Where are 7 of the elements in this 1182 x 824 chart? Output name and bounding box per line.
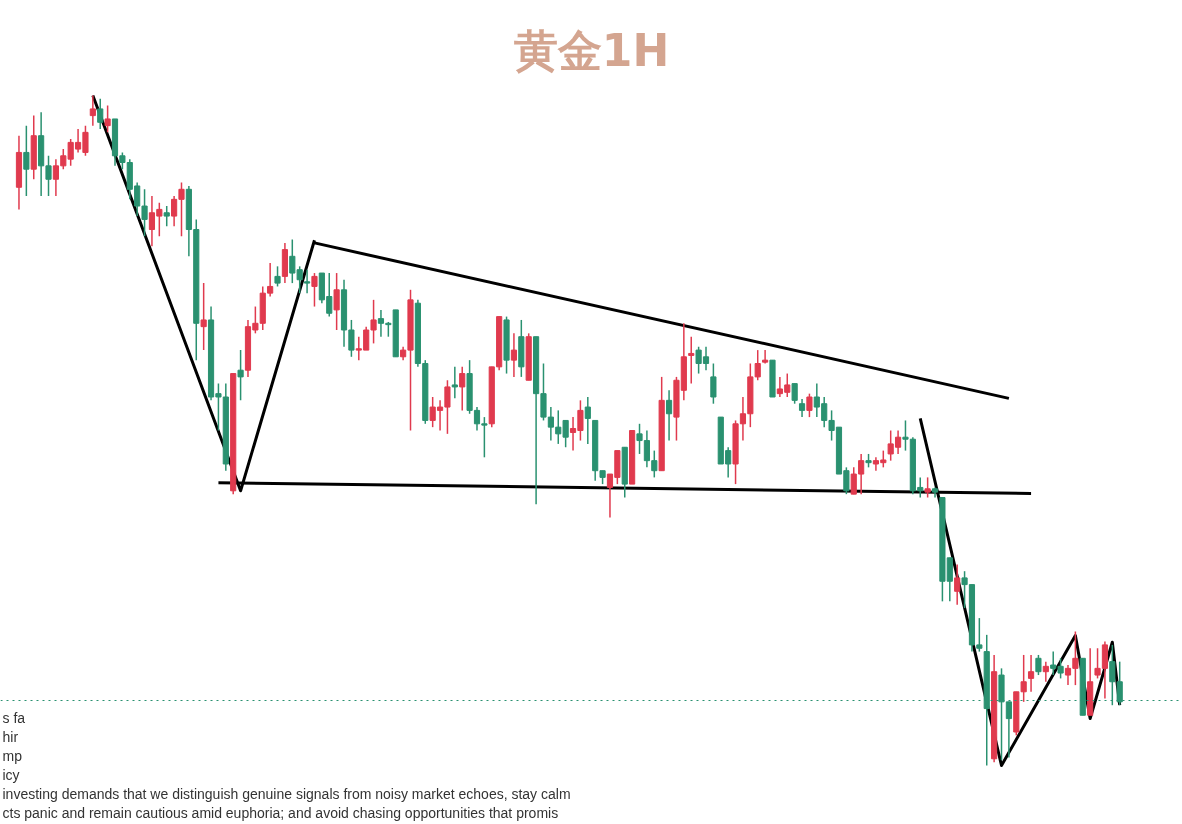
text: investing demands that we distinguish genuine signals from noisy market echoes, stay calm xyxy=(2,785,571,802)
annotation: mp xyxy=(2,747,23,764)
chart-title: 黄金1H xyxy=(513,24,670,76)
text: cts panic and remain cautious amid euphoria; and avoid chasing opportunities that promis xyxy=(2,804,559,821)
annotation: s fa xyxy=(2,709,26,726)
annotation: hir xyxy=(2,728,19,745)
text: icy xyxy=(2,766,20,783)
